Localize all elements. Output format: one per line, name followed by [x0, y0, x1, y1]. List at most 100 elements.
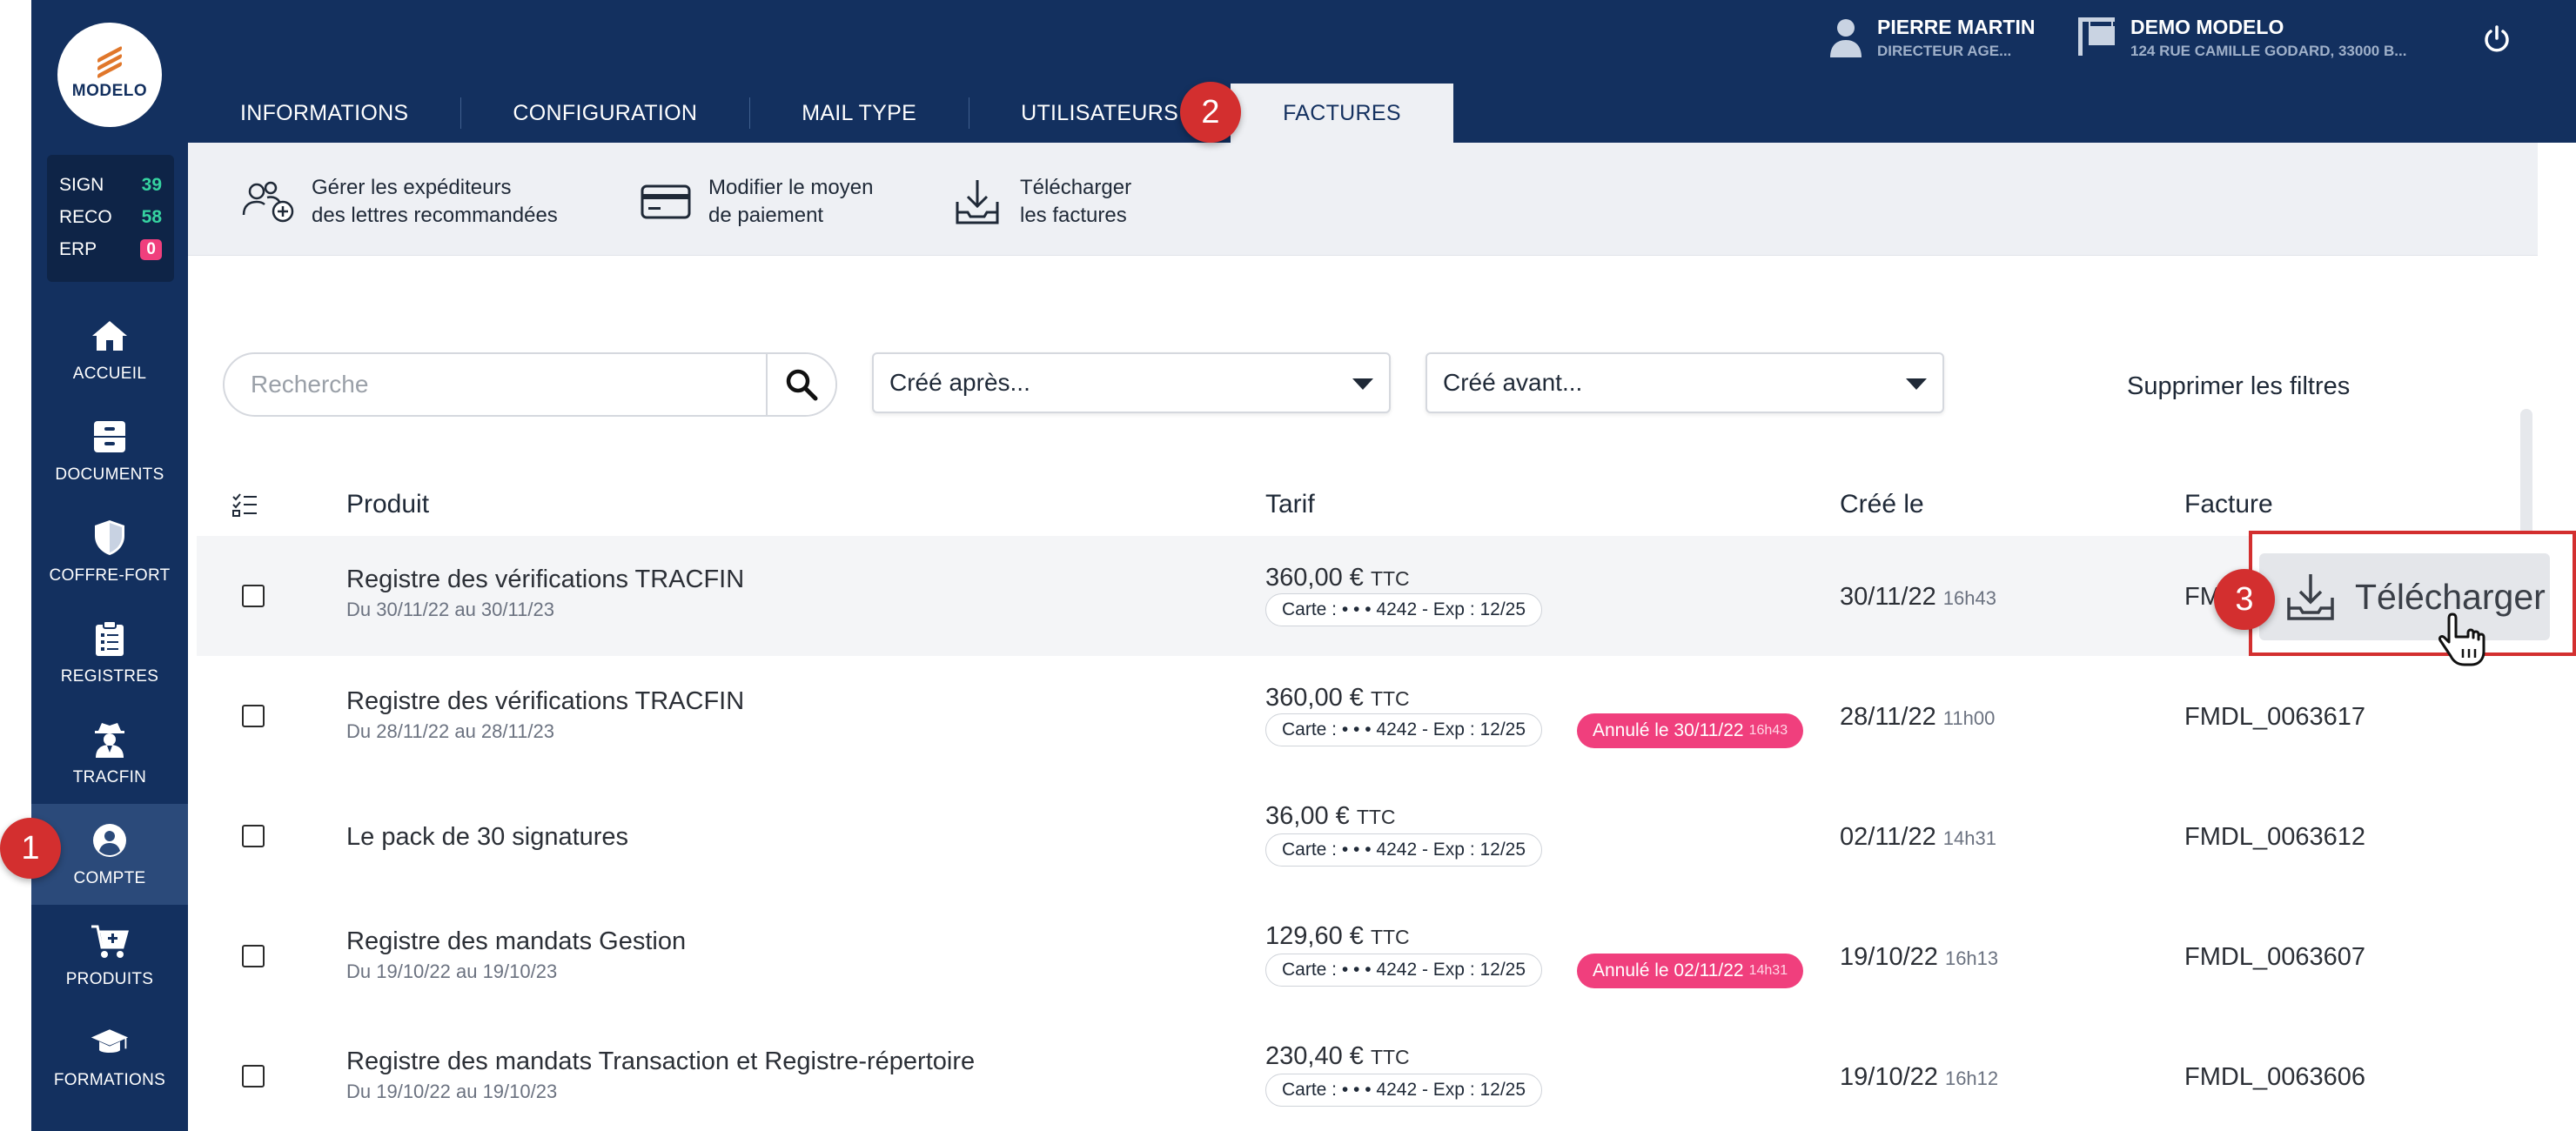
created-time: 16h12 — [1944, 1067, 1999, 1089]
search-input[interactable] — [225, 354, 768, 415]
user-menu[interactable]: PIERRE MARTIN DIRECTEUR AGE... — [1828, 16, 2035, 60]
payment-card-badge: Carte : • • • 4242 - Exp : 12/25 — [1265, 833, 1543, 867]
cancelled-badge: Annulé le 02/11/22 14h31 — [1577, 954, 1804, 988]
home-icon — [90, 316, 130, 356]
brand-mark-icon — [92, 45, 127, 79]
user-name: PIERRE MARTIN — [1877, 16, 2036, 38]
invoice-number: FMDL_0063607 — [2184, 943, 2365, 971]
select-value: Créé avant... — [1443, 369, 1583, 396]
product-dates: Du 28/11/22 au 28/11/23 — [346, 720, 554, 742]
payment-card-badge: Carte : • • • 4242 - Exp : 12/25 — [1265, 593, 1543, 626]
row-checkbox[interactable] — [242, 1065, 265, 1088]
download-label: Télécharger — [2355, 576, 2546, 617]
payment-card-badge: Carte : • • • 4242 - Exp : 12/25 — [1265, 954, 1543, 987]
created-day: 02/11/22 — [1840, 823, 1936, 851]
table-row[interactable]: Registre des mandats Gestion Du 19/10/22… — [197, 896, 2526, 1016]
created-date: 19/10/22 16h12 — [1840, 1063, 1998, 1092]
credit-card-icon — [637, 176, 694, 228]
row-checkbox[interactable] — [242, 585, 265, 607]
created-date: 30/11/22 16h43 — [1840, 583, 1996, 612]
counter-label: RECO — [59, 206, 112, 227]
nav-label: REGISTRES — [60, 667, 159, 686]
tab-factures[interactable]: FACTURES — [1231, 84, 1453, 143]
nav-tracfin[interactable]: TRACFIN — [31, 703, 188, 804]
nav-coffre-fort[interactable]: COFFRE-FORT — [31, 501, 188, 602]
nav-accueil[interactable]: ACCUEIL — [31, 299, 188, 400]
created-date: 19/10/22 16h13 — [1840, 943, 1998, 972]
download-tray-icon — [2287, 574, 2334, 620]
price-amount: 36,00 € — [1265, 802, 1350, 830]
select-value: Créé après... — [889, 369, 1030, 396]
select-all-icon[interactable] — [231, 492, 258, 517]
graduation-cap-icon — [90, 1022, 130, 1062]
counter-erp: ERP 0 — [59, 233, 162, 265]
download-invoices-button[interactable]: Télécharger les factures — [949, 174, 1131, 230]
clipboard-icon — [90, 619, 130, 659]
chevron-down-icon — [1352, 378, 1373, 390]
add-users-icon — [240, 176, 298, 228]
tab-informations[interactable]: INFORMATIONS — [240, 100, 409, 125]
counter-reco: RECO 58 — [59, 201, 162, 233]
step-marker-3: 3 — [2214, 569, 2275, 630]
tab-utilisateurs[interactable]: UTILISATEURS — [969, 84, 1231, 143]
nav-formations[interactable]: FORMATIONS — [31, 1006, 188, 1107]
shield-icon — [90, 518, 130, 558]
created-date: 28/11/22 11h00 — [1840, 703, 1995, 732]
brand-logo[interactable]: MODELO — [57, 23, 162, 127]
row-checkbox[interactable] — [242, 825, 265, 847]
created-time: 16h13 — [1944, 947, 1999, 969]
invoice-number: FMDL_0063617 — [2184, 703, 2365, 731]
row-checkbox[interactable] — [242, 705, 265, 727]
nav-label: TRACFIN — [72, 768, 147, 786]
left-gutter — [0, 0, 31, 1131]
power-icon[interactable] — [2482, 24, 2512, 54]
cancelled-time: 14h31 — [1748, 963, 1788, 978]
product-name: Registre des mandats Transaction et Regi… — [346, 1047, 976, 1075]
column-header-product[interactable]: Produit — [346, 490, 430, 519]
price: 360,00 € TTC — [1265, 684, 1410, 713]
payment-card-badge: Carte : • • • 4242 - Exp : 12/25 — [1265, 1074, 1543, 1107]
top-header: PIERRE MARTIN DIRECTEUR AGE... DEMO MODE… — [188, 0, 2576, 143]
created-day: 30/11/22 — [1840, 583, 1936, 611]
download-tray-icon — [949, 176, 1006, 228]
agency-name: DEMO MODELO — [2130, 16, 2284, 38]
created-after-select[interactable]: Créé après... — [872, 352, 1391, 413]
step-marker-2: 2 — [1180, 82, 1241, 143]
nav-documents[interactable]: DOCUMENTS — [31, 400, 188, 501]
table-row[interactable]: Registre des vérifications TRACFIN Du 28… — [197, 656, 2526, 776]
row-checkbox[interactable] — [242, 945, 265, 967]
nav-produits[interactable]: PRODUITS — [31, 905, 188, 1006]
agency-menu[interactable]: DEMO MODELO 124 RUE CAMILLE GODARD, 3300… — [2076, 16, 2406, 60]
download-invoice-button[interactable]: Télécharger — [2259, 553, 2550, 640]
price-amount: 360,00 € — [1265, 564, 1364, 592]
table-row[interactable]: Registre des mandats Transaction et Regi… — [197, 1016, 2526, 1131]
manage-senders-button[interactable]: Gérer les expéditeurs des lettres recomm… — [240, 174, 558, 230]
table-row[interactable]: Le pack de 30 signatures 36,00 € TTC Car… — [197, 776, 2526, 896]
created-day: 19/10/22 — [1840, 943, 1938, 971]
agency-address: 124 RUE CAMILLE GODARD, 33000 B... — [2130, 43, 2407, 59]
tab-configuration[interactable]: CONFIGURATION — [460, 84, 749, 143]
price-ttc: TTC — [1370, 567, 1410, 590]
clear-filters-link[interactable]: Supprimer les filtres — [2127, 372, 2351, 400]
counter-label: SIGN — [59, 174, 104, 195]
toolbar-label: Télécharger — [1020, 176, 1132, 199]
nav-registres[interactable]: REGISTRES — [31, 602, 188, 703]
nav-label: ACCUEIL — [72, 365, 147, 383]
cancelled-badge: Annulé le 30/11/22 16h43 — [1577, 713, 1804, 748]
search-button[interactable] — [766, 354, 835, 415]
price: 360,00 € TTC — [1265, 564, 1410, 592]
tab-mail-type[interactable]: MAIL TYPE — [749, 84, 969, 143]
nav-label: COMPTE — [73, 869, 146, 887]
toolbar-label: de paiement — [708, 204, 824, 227]
product-dates: Du 19/10/22 au 19/10/23 — [346, 1081, 558, 1102]
cart-icon — [90, 921, 130, 961]
column-header-invoice[interactable]: Facture — [2184, 490, 2273, 519]
table-row[interactable]: Registre des vérifications TRACFIN Du 30… — [197, 536, 2526, 656]
change-payment-button[interactable]: Modifier le moyen de paiement — [637, 174, 873, 230]
column-header-created[interactable]: Créé le — [1840, 490, 1924, 519]
counter-value: 58 — [141, 206, 162, 227]
product-dates: Du 30/11/22 au 30/11/23 — [346, 599, 554, 620]
column-header-price[interactable]: Tarif — [1265, 490, 1315, 519]
product-name: Le pack de 30 signatures — [346, 823, 629, 851]
created-before-select[interactable]: Créé avant... — [1426, 352, 1944, 413]
